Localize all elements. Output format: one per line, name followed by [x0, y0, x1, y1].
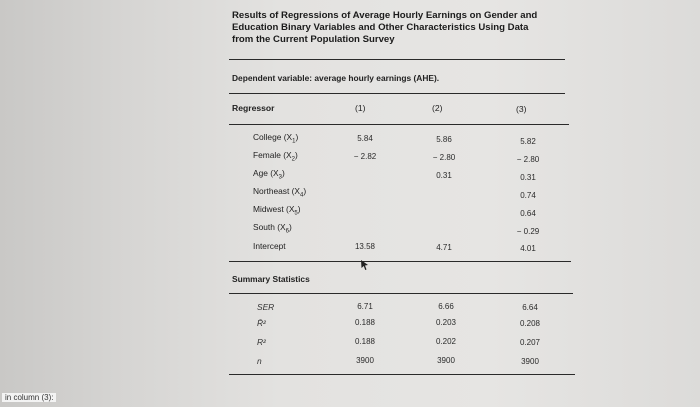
cell-col2: − 2.80: [432, 153, 456, 162]
cell-col3: − 0.29: [516, 227, 540, 236]
header-col-1: (1): [355, 103, 366, 113]
cell-col1: 3900: [356, 356, 374, 365]
header-rule: [229, 124, 569, 125]
row-label-northeast: Northeast (X4): [253, 186, 307, 199]
row-label-intercept: Intercept: [253, 241, 286, 251]
question-caption: in column (3):: [2, 393, 57, 402]
stat-label-n: n: [257, 356, 262, 366]
title-line-3: from the Current Population Survey: [232, 34, 395, 45]
cell-col2: 0.31: [436, 171, 452, 180]
cell-col3: 0.64: [520, 209, 536, 218]
dependent-rule: [229, 93, 565, 94]
row-label-midwest: Midwest (X5): [253, 204, 301, 217]
cell-col3: 4.01: [520, 244, 536, 253]
row-label-age: Age (X3): [253, 168, 285, 181]
cell-col1: 0.188: [354, 318, 376, 327]
row-label-college: College (X1): [253, 132, 299, 145]
title-line-1: Results of Regressions of Average Hourly…: [232, 10, 538, 21]
header-col-2: (2): [432, 103, 443, 113]
cell-col2: 0.203: [435, 318, 457, 327]
summary-rule: [229, 293, 573, 294]
cell-col3: 6.64: [522, 303, 538, 312]
cell-col2: 6.66: [438, 302, 454, 311]
cell-col2: 5.86: [436, 135, 452, 144]
header-col-3: (3): [516, 104, 527, 114]
body-rule: [229, 261, 571, 262]
header-regressor: Regressor: [232, 103, 275, 113]
cell-col3: 3900: [521, 357, 539, 366]
cell-col1: 13.58: [354, 242, 376, 251]
mouse-cursor-icon: [360, 258, 370, 276]
cell-col3: − 2.80: [516, 155, 540, 164]
cell-col2: 4.71: [436, 243, 452, 252]
title-rule: [229, 59, 565, 60]
dependent-variable-label: Dependent variable: average hourly earni…: [232, 73, 440, 83]
cell-col1: 0.188: [354, 337, 376, 346]
cell-col1: 6.71: [357, 302, 373, 311]
cell-col2: 0.202: [435, 337, 457, 346]
summary-statistics-heading: Summary Statistics: [232, 274, 310, 284]
cell-col3: 5.82: [520, 137, 536, 146]
bottom-rule: [229, 374, 575, 375]
cell-col3: 0.207: [519, 338, 541, 347]
row-label-south: South (X6): [253, 222, 292, 235]
stat-label-adjusted-r-squared: R̄²: [257, 318, 266, 328]
cell-col1: − 2.82: [353, 152, 377, 161]
cell-col3: 0.74: [520, 191, 536, 200]
cell-col3: 0.208: [519, 319, 541, 328]
cell-col1: 5.84: [357, 134, 373, 143]
stat-label-r-squared: R²: [257, 337, 266, 347]
cell-col2: 3900: [437, 356, 455, 365]
title-line-2: Education Binary Variables and Other Cha…: [232, 22, 529, 33]
row-label-female: Female (X2): [253, 150, 298, 163]
stat-label-ser: SER: [257, 302, 275, 312]
table-title: Results of Regressions of Average Hourly…: [232, 10, 612, 46]
cell-col3: 0.31: [520, 173, 536, 182]
